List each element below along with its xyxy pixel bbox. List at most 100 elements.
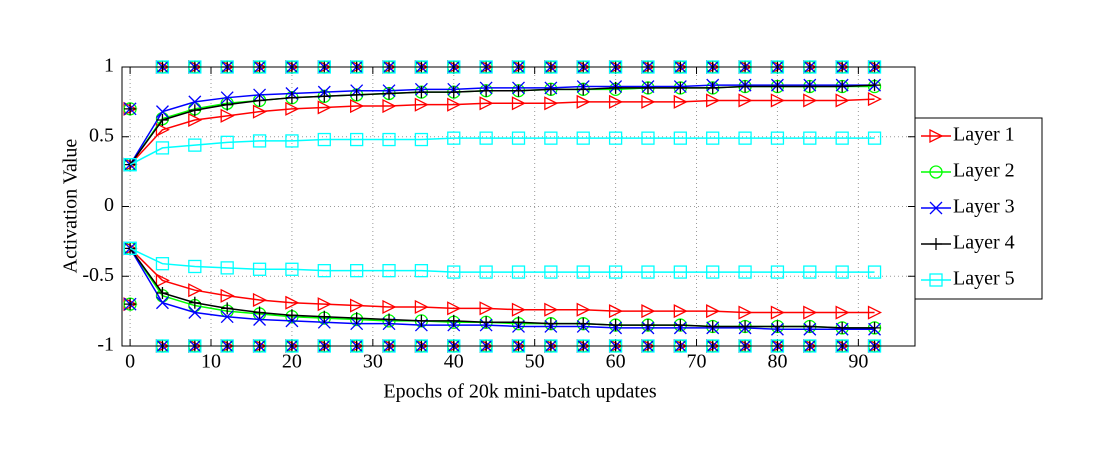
marker bbox=[576, 302, 591, 317]
marker bbox=[835, 93, 850, 108]
marker bbox=[414, 299, 429, 314]
marker bbox=[252, 262, 267, 276]
marker bbox=[447, 314, 460, 327]
marker bbox=[867, 92, 882, 107]
marker bbox=[285, 101, 300, 116]
marker bbox=[577, 83, 590, 96]
marker bbox=[673, 304, 688, 319]
series-line bbox=[129, 247, 875, 331]
marker bbox=[641, 81, 654, 94]
legend-marker bbox=[930, 238, 942, 250]
marker bbox=[836, 321, 849, 334]
marker bbox=[318, 310, 331, 323]
marker bbox=[415, 314, 428, 327]
marker bbox=[220, 288, 235, 303]
marker bbox=[350, 88, 363, 101]
marker bbox=[350, 298, 365, 313]
y-tick-label: -1 bbox=[97, 334, 114, 356]
marker bbox=[414, 132, 429, 147]
marker bbox=[803, 93, 818, 108]
marker bbox=[674, 319, 687, 332]
marker bbox=[123, 241, 137, 256]
marker bbox=[188, 283, 203, 298]
x-tick-label: 60 bbox=[606, 351, 626, 373]
marker bbox=[318, 90, 331, 103]
marker bbox=[188, 296, 201, 309]
marker bbox=[447, 131, 461, 145]
marker bbox=[511, 131, 526, 145]
marker bbox=[512, 316, 525, 329]
marker bbox=[738, 93, 753, 108]
marker bbox=[285, 295, 300, 310]
marker bbox=[285, 309, 298, 322]
marker bbox=[608, 94, 624, 109]
marker bbox=[576, 265, 590, 279]
marker bbox=[706, 304, 721, 319]
marker bbox=[706, 320, 719, 333]
marker bbox=[156, 114, 169, 127]
x-tick-label: 0 bbox=[125, 351, 135, 373]
marker bbox=[317, 264, 331, 278]
marker bbox=[706, 93, 721, 108]
marker bbox=[252, 292, 268, 308]
marker bbox=[285, 91, 298, 104]
marker bbox=[220, 310, 234, 324]
marker bbox=[480, 316, 493, 329]
marker bbox=[155, 105, 169, 119]
marker bbox=[609, 81, 622, 94]
x-axis-label: Epochs of 20k mini-batch updates bbox=[383, 381, 656, 403]
marker bbox=[770, 305, 785, 320]
marker bbox=[383, 313, 396, 326]
marker bbox=[383, 87, 396, 100]
marker bbox=[544, 265, 558, 279]
marker bbox=[479, 301, 494, 316]
marker bbox=[803, 131, 817, 145]
marker bbox=[155, 141, 170, 155]
marker bbox=[382, 132, 396, 147]
marker bbox=[512, 84, 525, 97]
x-tick-label: 90 bbox=[848, 351, 868, 373]
marker bbox=[803, 320, 816, 333]
marker bbox=[803, 80, 816, 93]
legend-marker bbox=[929, 128, 944, 144]
marker bbox=[221, 98, 234, 111]
legend-label: Layer 4 bbox=[953, 232, 1015, 254]
marker bbox=[188, 138, 202, 152]
x-tick-label: 80 bbox=[767, 351, 787, 373]
x-tick-label: 30 bbox=[363, 351, 383, 373]
marker bbox=[641, 319, 654, 332]
marker bbox=[867, 131, 882, 145]
series-line bbox=[129, 84, 875, 166]
marker bbox=[867, 265, 882, 279]
marker bbox=[641, 265, 655, 279]
marker bbox=[544, 302, 559, 317]
marker bbox=[835, 305, 850, 320]
marker bbox=[738, 305, 753, 320]
marker bbox=[868, 79, 881, 92]
marker bbox=[739, 80, 752, 93]
legend-marker bbox=[929, 201, 943, 215]
marker bbox=[188, 95, 202, 109]
marker bbox=[155, 122, 170, 137]
marker bbox=[124, 102, 137, 115]
marker bbox=[220, 91, 234, 105]
x-tick-label: 20 bbox=[282, 351, 302, 373]
marker bbox=[350, 264, 364, 278]
marker bbox=[673, 94, 688, 109]
x-tick-label: 10 bbox=[201, 351, 221, 373]
marker bbox=[608, 265, 623, 279]
marker bbox=[156, 286, 169, 299]
marker bbox=[770, 265, 785, 279]
marker bbox=[706, 131, 720, 145]
marker bbox=[803, 305, 818, 320]
marker bbox=[544, 317, 557, 330]
marker bbox=[188, 112, 203, 128]
marker bbox=[771, 80, 784, 93]
marker bbox=[738, 265, 752, 279]
x-tick-label: 50 bbox=[525, 351, 545, 373]
marker bbox=[641, 94, 656, 109]
marker bbox=[641, 304, 656, 319]
marker bbox=[479, 131, 493, 145]
marker bbox=[770, 93, 785, 108]
